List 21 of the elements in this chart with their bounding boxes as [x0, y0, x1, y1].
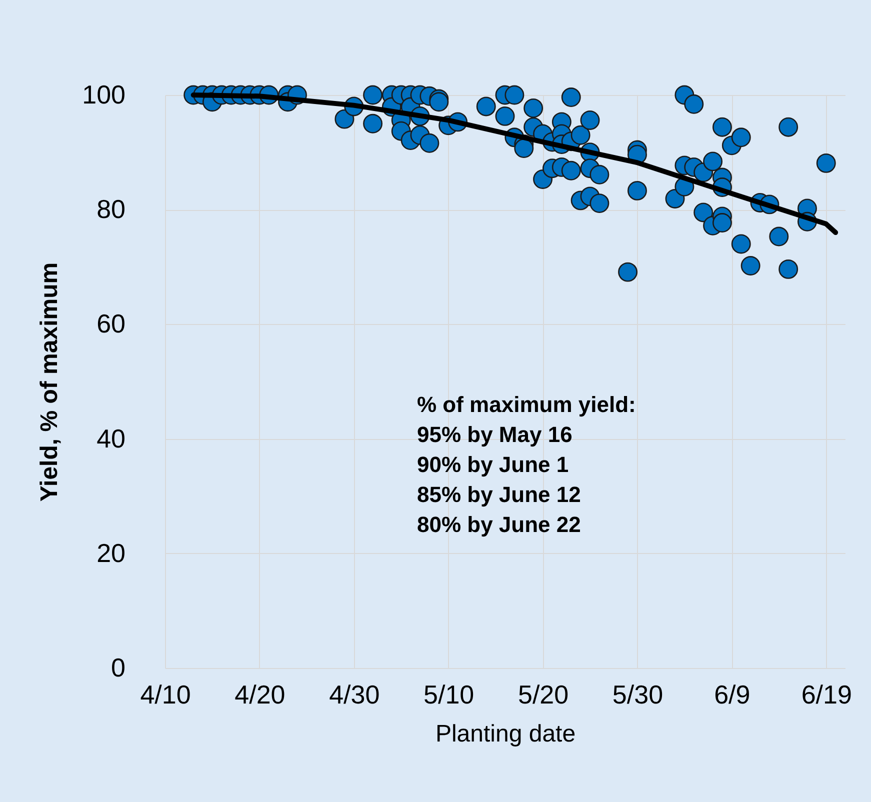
annotation: 95% by May 16 — [417, 422, 572, 447]
x-tick-label: 4/20 — [234, 680, 286, 710]
x-tick-label: 5/20 — [518, 680, 569, 710]
annotation: 80% by June 22 — [417, 512, 581, 537]
y-tick-label: 0 — [111, 652, 126, 682]
y-tick-label: 20 — [96, 538, 126, 568]
x-tick-label: 5/10 — [424, 680, 474, 710]
x-tick-label: 6/9 — [714, 680, 750, 710]
y-tick-label: 80 — [96, 194, 126, 224]
annotation: % of maximum yield: — [417, 392, 636, 417]
x-tick-label: 5/30 — [612, 680, 664, 710]
annotation: 85% by June 12 — [417, 482, 581, 507]
y-tick-label: 60 — [96, 308, 126, 339]
y-axis-title: Yield, % of maximum — [36, 262, 64, 502]
x-tick-label: 6/19 — [801, 680, 852, 710]
annotation: 90% by June 1 — [417, 452, 569, 477]
y-tick-label: 100 — [82, 80, 126, 110]
x-axis-title: Planting date — [435, 720, 576, 748]
x-tick-label: 4/30 — [329, 680, 380, 710]
y-tick-label: 40 — [96, 423, 126, 454]
x-tick-label: 4/10 — [140, 680, 191, 710]
